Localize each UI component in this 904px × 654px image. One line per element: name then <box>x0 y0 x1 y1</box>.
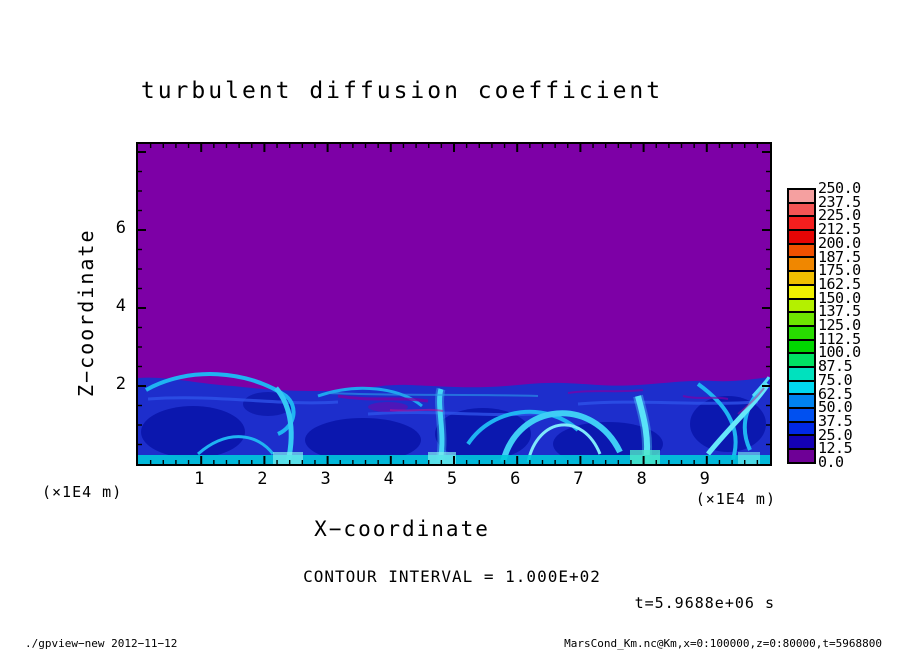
colorbar-tick-label: 100.0 <box>818 343 861 362</box>
colorbar-cell <box>789 395 814 409</box>
plot-area <box>136 142 772 466</box>
colorbar-tick-label: 125.0 <box>818 316 861 334</box>
colorbar-cell <box>789 231 814 245</box>
x-tick-label: 4 <box>383 469 394 489</box>
x-axis-unit-right: (×1E4 m) <box>695 490 776 508</box>
x-tick-label: 9 <box>699 469 710 489</box>
colorbar-cell <box>789 190 814 204</box>
x-tick-label: 1 <box>194 469 205 489</box>
colorbar-tick-label: 87.5 <box>818 357 853 376</box>
z-tick-label: 2 <box>115 374 126 394</box>
colorbar-cell <box>789 203 814 218</box>
x-axis-label: X−coordinate <box>314 517 490 541</box>
x-tick-label: 2 <box>257 469 268 489</box>
colorbar-tick-label: 12.5 <box>818 439 853 458</box>
colorbar-cell <box>789 450 814 463</box>
colorbar-cell <box>789 272 814 286</box>
colorbar-tick-label: 37.5 <box>818 411 853 430</box>
colorbar-tick-label: 225.0 <box>818 206 861 225</box>
heatmap-field <box>138 144 770 464</box>
colorbar-cell <box>789 285 814 300</box>
contour-interval-note: CONTOUR INTERVAL = 1.000E+02 <box>303 567 601 586</box>
colorbar-tick-label: 212.5 <box>818 220 861 239</box>
footer-datasource: MarsCond_Km.nc@Km,x=0:100000,z=0:80000,t… <box>564 637 882 650</box>
colorbar-cell <box>789 326 814 341</box>
z-tick-label: 4 <box>115 296 126 316</box>
colorbar-tick-label: 62.5 <box>818 384 853 403</box>
colorbar-cell <box>789 313 814 327</box>
time-stamp: t=5.9688e+06 s <box>634 594 775 612</box>
colorbar-tick-label: 200.0 <box>818 233 861 252</box>
colorbar-cell <box>789 367 814 382</box>
colorbar-tick-label: 250.0 <box>818 179 861 197</box>
x-tick-label: 7 <box>573 469 584 489</box>
colorbar-cell <box>789 299 814 314</box>
x-tick-label: 6 <box>510 469 521 489</box>
colorbar-tick-label: 162.5 <box>818 274 861 293</box>
colorbar-cell <box>789 381 814 396</box>
z-tick-label: 6 <box>115 218 126 238</box>
x-tick-label: 5 <box>446 469 458 489</box>
colorbar-cell <box>789 436 814 451</box>
colorbar-tick-label: 50.0 <box>818 398 853 417</box>
x-axis-unit-left: (×1E4 m) <box>42 483 123 501</box>
colorbar-tick-label: 150.0 <box>818 288 861 307</box>
colorbar-tick-label: 187.5 <box>818 247 861 266</box>
colorbar-tick-label: 0.0 <box>818 453 844 471</box>
x-tick-label: 3 <box>320 469 331 489</box>
colorbar-cell <box>789 422 814 437</box>
x-tick-label: 8 <box>636 469 647 489</box>
colorbar-cell <box>789 340 814 355</box>
colorbar-cell <box>789 244 814 259</box>
colorbar-tick-label: 112.5 <box>818 329 861 348</box>
footer-command: ./gpview−new 2012−11−12 <box>25 637 178 650</box>
colorbar-tick-label: 237.5 <box>818 192 861 211</box>
colorbar-cell <box>789 354 814 368</box>
colorbar-cell <box>789 409 814 423</box>
chart-title: turbulent diffusion coefficient <box>140 78 664 104</box>
colorbar-tick-label: 75.0 <box>818 370 853 389</box>
colorbar-cell <box>789 258 814 273</box>
colorbar <box>787 188 816 465</box>
colorbar-cell <box>789 217 814 232</box>
colorbar-tick-label: 175.0 <box>818 261 861 280</box>
colorbar-tick-label: 137.5 <box>818 302 861 321</box>
axis-ticks <box>138 144 770 464</box>
colorbar-tick-label: 25.0 <box>818 425 853 444</box>
